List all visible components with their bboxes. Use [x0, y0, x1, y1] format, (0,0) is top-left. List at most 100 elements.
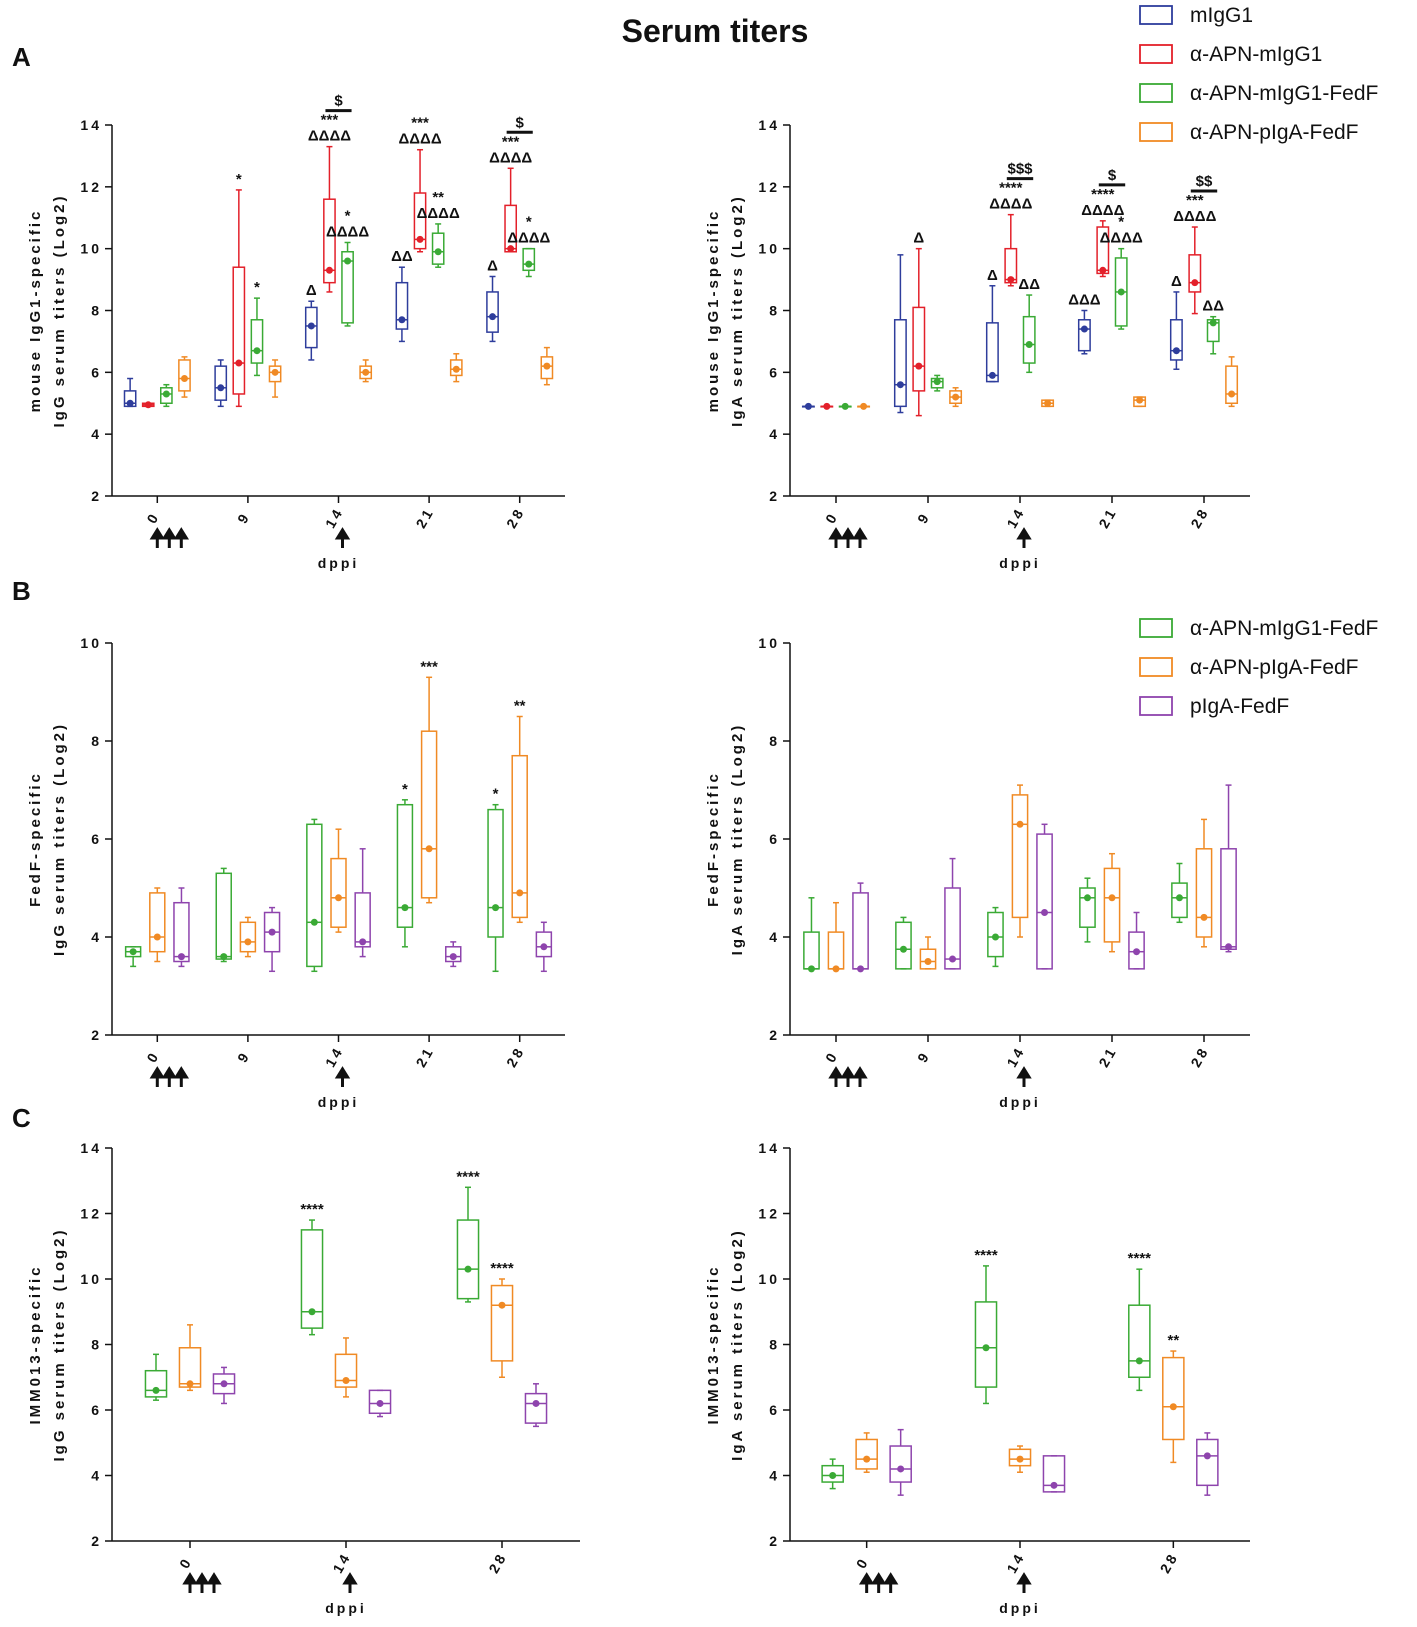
- median-dot: [1225, 943, 1233, 951]
- median-dot: [335, 894, 342, 902]
- x-tick-label: 0: [176, 1554, 195, 1571]
- y-tick-label: 8: [91, 303, 102, 319]
- box: [232, 266, 246, 395]
- y-tick-label: 10: [758, 1271, 780, 1287]
- y-tick-label: 6: [769, 831, 780, 847]
- arrow: [852, 527, 868, 548]
- box: [1022, 315, 1036, 364]
- box: [944, 887, 961, 970]
- median-dot: [310, 918, 318, 926]
- box: [330, 857, 347, 928]
- y-tick-label: 12: [758, 179, 780, 195]
- box: [889, 1445, 912, 1483]
- median-dot: [449, 953, 457, 961]
- significance: **: [432, 189, 444, 206]
- median-dot: [1169, 1403, 1177, 1411]
- median-dot: [1099, 266, 1107, 274]
- box: [250, 319, 264, 364]
- legend-label: α-APN-mIgG1-FedF: [1190, 82, 1378, 105]
- median-dot: [540, 943, 548, 951]
- arrow: [206, 1572, 222, 1593]
- bracket-label: $: [1108, 167, 1117, 184]
- significance: Δ: [913, 230, 924, 247]
- arrow: [858, 1572, 875, 1593]
- median-dot: [804, 402, 812, 410]
- significance: Δ: [987, 267, 998, 284]
- significance: *: [345, 207, 351, 224]
- significance: Δ: [306, 282, 317, 299]
- median-dot: [952, 393, 960, 401]
- median-dot: [1044, 399, 1052, 407]
- y-axis-label: IgG serum titers (Log2): [51, 193, 68, 427]
- median-dot: [863, 1455, 871, 1463]
- median-dot: [498, 1301, 506, 1309]
- legend-label: α-APN-mIgG1: [1190, 43, 1322, 66]
- median-dot: [434, 248, 442, 256]
- x-tick-label: 0: [143, 509, 162, 526]
- median-dot: [1175, 894, 1183, 902]
- box: [821, 1464, 844, 1483]
- y-tick-label: 4: [91, 426, 102, 442]
- significance: ΔΔΔΔ: [1081, 202, 1124, 219]
- median-dot: [1172, 347, 1180, 355]
- y-tick-label: 4: [769, 1468, 780, 1484]
- significance: ****: [999, 180, 1023, 197]
- significance: ΔΔΔ: [1068, 292, 1101, 309]
- legend-label: mIgG1: [1190, 4, 1253, 27]
- y-tick-label: 10: [80, 1271, 102, 1287]
- legend-label: α-APN-pIgA-FedF: [1190, 656, 1359, 679]
- bracket-label: $$: [1196, 173, 1213, 190]
- box: [413, 192, 427, 250]
- box: [540, 356, 554, 380]
- significance: ***: [411, 115, 429, 132]
- bracket-label: $: [516, 114, 525, 131]
- x-tick-label: 9: [234, 509, 253, 526]
- legend-label: α-APN-mIgG1-FedF: [1190, 617, 1378, 640]
- median-dot: [543, 362, 551, 370]
- median-dot: [186, 1380, 194, 1388]
- y-axis-label: IMM013-specific: [705, 1264, 722, 1424]
- median-dot: [532, 1399, 540, 1407]
- box: [852, 892, 869, 970]
- median-dot: [308, 1308, 316, 1316]
- y-tick-label: 6: [91, 831, 102, 847]
- x-tick-label: 28: [1187, 1043, 1212, 1070]
- y-axis-label: mouse IgG1-specific: [705, 209, 722, 413]
- median-dot: [401, 904, 409, 912]
- significance: ***: [321, 112, 339, 129]
- box: [1077, 319, 1091, 352]
- significance: ΔΔΔΔ: [989, 196, 1032, 213]
- significance: **: [514, 698, 526, 715]
- box: [144, 1369, 168, 1398]
- box: [985, 322, 999, 383]
- y-axis-label: IgA serum titers (Log2): [729, 723, 746, 956]
- median-dot: [220, 953, 228, 961]
- arrow: [852, 1066, 868, 1087]
- y-tick-label: 8: [91, 733, 102, 749]
- box: [449, 359, 463, 377]
- box: [456, 1219, 480, 1300]
- median-dot: [1117, 288, 1125, 296]
- arrow: [161, 527, 178, 548]
- y-tick-label: 12: [758, 1206, 780, 1222]
- box: [895, 921, 912, 970]
- y-axis-label: FedF-specific: [705, 771, 722, 907]
- median-dot: [1016, 1455, 1024, 1463]
- x-tick-label: 28: [485, 1549, 510, 1576]
- median-dot: [217, 384, 225, 392]
- median-dot: [525, 260, 533, 268]
- box: [445, 946, 462, 963]
- x-tick-label: 14: [322, 1043, 347, 1070]
- box: [1169, 319, 1183, 361]
- y-tick-label: 6: [91, 364, 102, 380]
- arrow: [882, 1572, 899, 1593]
- median-dot: [933, 378, 941, 386]
- arrow: [334, 1066, 351, 1087]
- y-tick-label: 8: [91, 1337, 102, 1353]
- box: [1195, 848, 1213, 938]
- y-axis-label: IgG serum titers (Log2): [51, 1227, 68, 1461]
- median-dot: [344, 257, 352, 265]
- median-dot: [1108, 894, 1116, 902]
- box: [368, 1389, 392, 1415]
- y-tick-label: 10: [80, 635, 102, 651]
